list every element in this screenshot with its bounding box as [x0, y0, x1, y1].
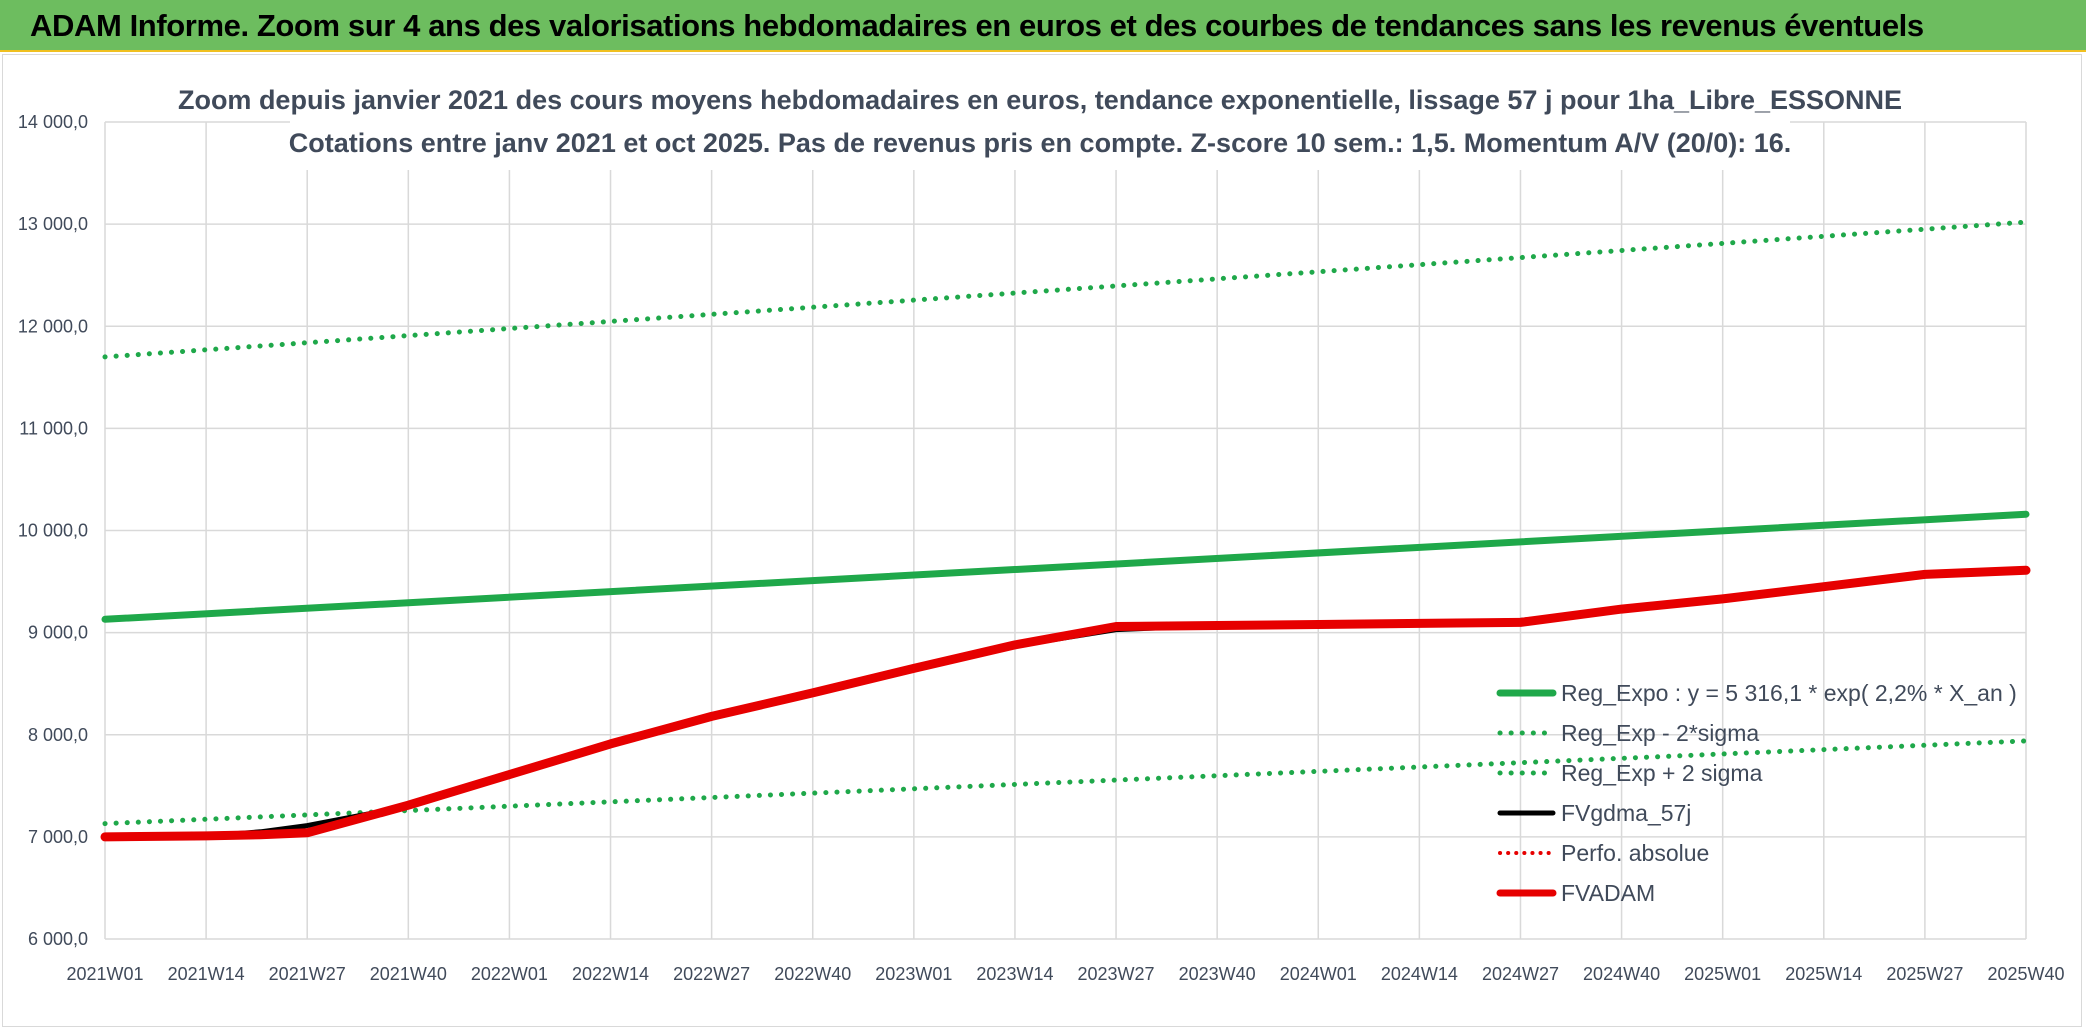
x-tick-label: 2024W40 [1583, 964, 1660, 984]
x-tick-label: 2023W14 [976, 964, 1053, 984]
report-banner: ADAM Informe. Zoom sur 4 ans des valoris… [0, 0, 2086, 52]
chart-frame [2, 54, 2082, 1027]
legend-label: Reg_Exp - 2*sigma [1561, 720, 1759, 746]
x-tick-label: 2022W27 [673, 964, 750, 984]
x-tick-label: 2021W40 [370, 964, 447, 984]
x-tick-label: 2025W40 [1987, 964, 2064, 984]
y-tick-label: 12 000,0 [18, 316, 88, 336]
y-axis: 6 000,0 7 000,0 8 000,0 9 000,0 10 000,0 11 0… [18, 112, 88, 949]
legend-label: FVgdma_57j [1561, 800, 1691, 826]
y-tick-label: 7 000,0 [28, 827, 88, 847]
y-tick-label: 11 000,0 [19, 418, 88, 438]
legend: Reg_Expo : y = 5 316,1 * exp( 2,2% * X_a… [1496, 680, 2017, 906]
chart-title: Zoom depuis janvier 2021 des cours moyen… [178, 85, 1902, 115]
x-tick-label: 2022W14 [572, 964, 649, 984]
x-tick-label: 2021W27 [269, 964, 346, 984]
x-tick-label: 2023W40 [1179, 964, 1256, 984]
y-tick-label: 10 000,0 [18, 521, 88, 541]
legend-label: FVADAM [1561, 880, 1655, 906]
legend-label: Reg_Expo : y = 5 316,1 * exp( 2,2% * X_a… [1561, 680, 2017, 706]
x-tick-label: 2022W40 [774, 964, 851, 984]
x-tick-label: 2021W01 [66, 964, 143, 984]
x-tick-label: 2024W27 [1482, 964, 1559, 984]
x-tick-label: 2022W01 [471, 964, 548, 984]
series-line-solid-red [100, 565, 2031, 842]
x-tick-label: 2023W01 [875, 964, 952, 984]
y-tick-label: 13 000,0 [18, 214, 88, 234]
x-tick-label: 2025W14 [1785, 964, 1862, 984]
series-line-dotted-green [102, 738, 2029, 827]
x-tick-label: 2024W14 [1381, 964, 1458, 984]
legend-label: Reg_Exp + 2 sigma [1561, 760, 1763, 786]
y-tick-label: 6 000,0 [28, 929, 88, 949]
series-line-solid-green [101, 510, 2030, 623]
y-tick-label: 9 000,0 [28, 623, 88, 643]
series-group [100, 219, 2031, 842]
x-tick-label: 2025W01 [1684, 964, 1761, 984]
legend-label: Perfo. absolue [1561, 840, 1709, 866]
chart-subtitle: Cotations entre janv 2021 et oct 2025. P… [289, 128, 1792, 158]
x-tick-label: 2023W27 [1078, 964, 1155, 984]
report-title: ADAM Informe. Zoom sur 4 ans des valoris… [30, 8, 1924, 43]
title-background [290, 78, 1790, 170]
y-tick-label: 14 000,0 [18, 112, 88, 132]
y-tick-label: 8 000,0 [28, 725, 88, 745]
x-tick-label: 2021W14 [168, 964, 245, 984]
series-line-dotted-green [102, 219, 2029, 360]
x-axis: 2021W01 2021W14 2021W27 2021W40 2022W01 2022W… [66, 964, 2064, 984]
x-tick-label: 2025W27 [1886, 964, 1963, 984]
x-tick-label: 2024W01 [1280, 964, 1357, 984]
